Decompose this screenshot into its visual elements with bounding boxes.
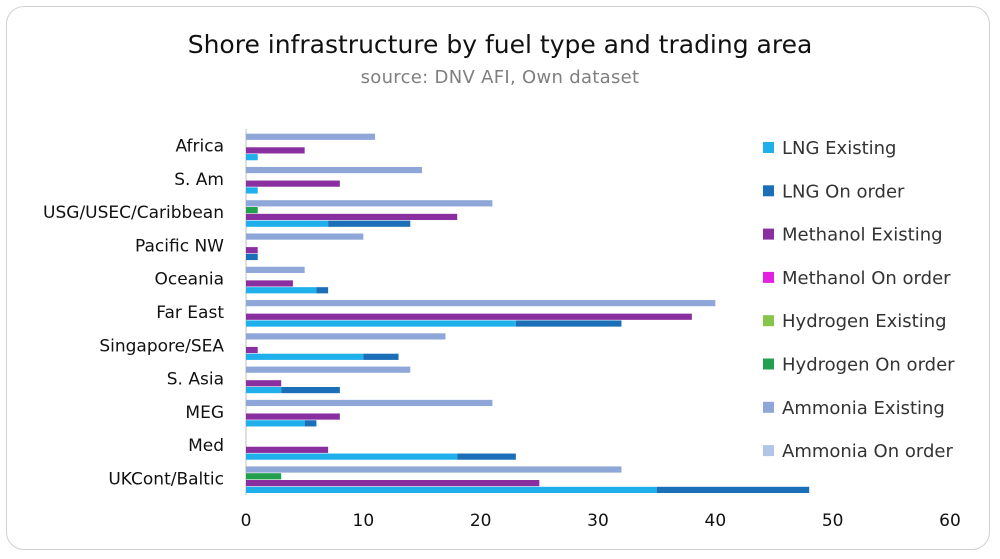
bar-methanol-existing-med (246, 446, 329, 453)
bar-lng-existing-s-asia (246, 386, 282, 394)
legend-swatch (763, 142, 774, 153)
bar-ammonia-existing-oceania (246, 266, 305, 273)
y-tick-label: UKCont/Baltic (108, 469, 224, 489)
bar-lng-on-order-meg (304, 420, 317, 427)
legend-label: Methanol Existing (782, 225, 943, 246)
bar-lng-existing-singapore-sea (246, 353, 364, 360)
y-tick-label: Med (188, 436, 224, 456)
x-tick-label: 60 (939, 511, 961, 531)
bar-ammonia-existing-meg (246, 399, 493, 407)
bar-ammonia-existing-s-asia (246, 366, 411, 373)
y-tick-label: S. Asia (167, 370, 224, 390)
chart-subtitle: source: DNV AFI, Own dataset (360, 67, 640, 88)
x-tick-label: 40 (705, 511, 727, 531)
bar-ammonia-existing-usg-usec-caribbean (246, 200, 493, 207)
y-tick-label: Far East (156, 303, 224, 323)
legend-label: Hydrogen Existing (782, 311, 947, 332)
bar-methanol-existing-oceania (246, 280, 293, 287)
bar-methanol-existing-s-asia (246, 380, 282, 387)
bar-ammonia-existing-s-am (246, 166, 422, 174)
bar-lng-existing-far-east (246, 320, 516, 327)
legend-swatch (763, 185, 774, 197)
legend-swatch (763, 315, 774, 327)
y-tick-label: MEG (185, 403, 224, 423)
legend-label: LNG On order (782, 181, 905, 202)
y-tick-label: Oceania (154, 270, 224, 290)
legend-label: LNG Existing (782, 138, 896, 159)
x-tick-label: 50 (822, 511, 844, 531)
bar-ammonia-existing-ukcont-baltic (246, 466, 622, 473)
bar-lng-existing-meg (246, 420, 305, 427)
y-tick-label: Africa (176, 137, 225, 157)
bar-lng-existing-ukcont-baltic (246, 486, 657, 493)
bar-lng-on-order-far-east (515, 320, 622, 327)
y-tick-label: S. Am (174, 170, 224, 190)
bar-lng-on-order-oceania (316, 287, 329, 294)
bar-lng-on-order-usg-usec-caribbean (328, 220, 411, 227)
legend-label: Ammonia Existing (782, 398, 945, 419)
bar-lng-on-order-med (457, 453, 516, 460)
bar-methanol-existing-s-am (246, 180, 340, 187)
bar-ammonia-existing-pacific-nw (246, 233, 364, 240)
bar-methanol-existing-singapore-sea (246, 346, 258, 354)
bar-methanol-existing-ukcont-baltic (246, 480, 540, 487)
legend-label: Methanol On order (782, 268, 951, 289)
legend-label: Ammonia On order (782, 441, 953, 462)
bar-lng-existing-usg-usec-caribbean (246, 220, 329, 227)
bar-lng-on-order-s-asia (281, 386, 340, 394)
bar-methanol-existing-pacific-nw (246, 247, 258, 254)
bar-lng-on-order-ukcont-baltic (656, 486, 810, 493)
bar-lng-existing-s-am (246, 187, 258, 194)
x-tick-label: 0 (241, 511, 252, 531)
bar-methanol-existing-usg-usec-caribbean (246, 213, 458, 221)
bar-lng-on-order-singapore-sea (363, 353, 399, 360)
bar-lng-existing-med (246, 453, 458, 460)
legend-swatch (763, 228, 774, 240)
legend-swatch (763, 445, 774, 457)
bar-methanol-existing-africa (246, 147, 305, 154)
bar-ammonia-existing-far-east (246, 300, 716, 307)
bar-ammonia-existing-africa (246, 133, 376, 140)
y-tick-label: Pacific NW (135, 236, 224, 256)
bar-lng-existing-africa (246, 154, 258, 161)
x-tick-label: 30 (587, 511, 609, 531)
bar-ammonia-existing-singapore-sea (246, 333, 446, 340)
bar-methanol-existing-far-east (246, 313, 692, 320)
x-tick-label: 20 (470, 511, 492, 531)
bar-methanol-existing-meg (246, 413, 340, 420)
legend-swatch (763, 271, 774, 283)
y-tick-label: Singapore/SEA (99, 336, 224, 356)
legend-swatch (763, 401, 774, 413)
legend-swatch (763, 358, 774, 370)
chart-title: Shore infrastructure by fuel type and tr… (187, 30, 813, 59)
bar-lng-existing-oceania (246, 287, 317, 294)
x-tick-label: 10 (353, 511, 375, 531)
legend-label: Hydrogen On order (782, 355, 955, 376)
y-tick-label: USG/USEC/Caribbean (43, 203, 224, 223)
bar-hydrogen-on-order-ukcont-baltic (246, 473, 282, 480)
bar-hydrogen-on-order-usg-usec-caribbean (246, 207, 258, 214)
bar-lng-on-order-pacific-nw (246, 253, 258, 261)
